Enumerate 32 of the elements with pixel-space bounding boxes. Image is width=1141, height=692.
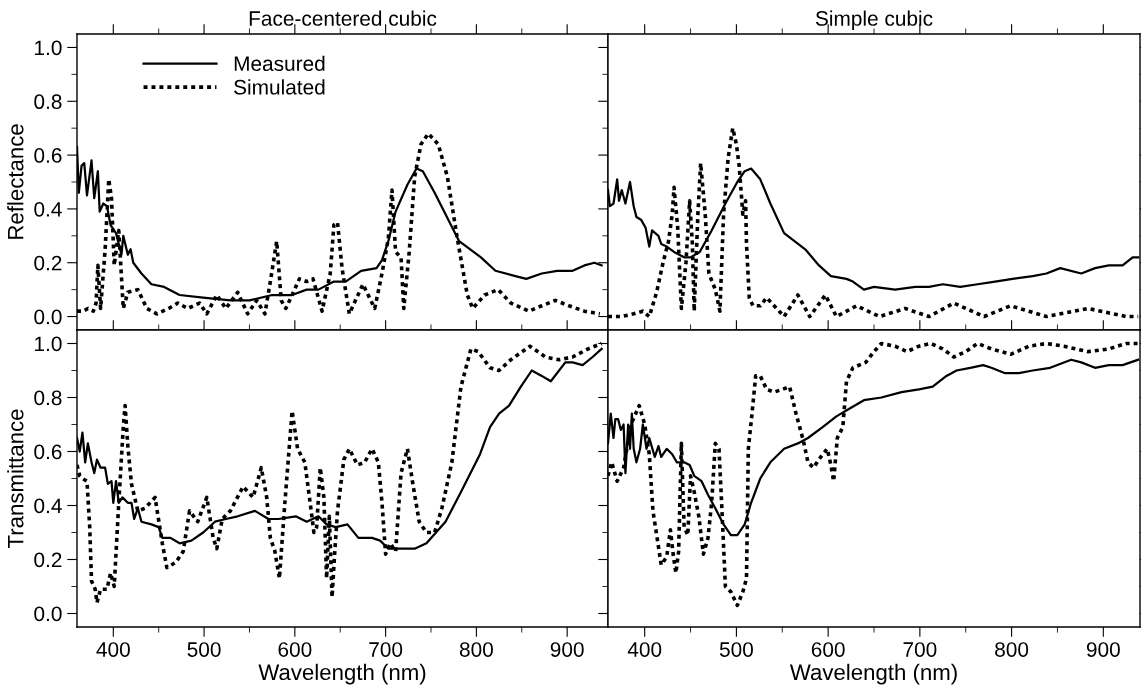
x-tick-label: 700 bbox=[903, 642, 937, 657]
y-tick-label: 0.8 bbox=[34, 94, 62, 110]
x-axis-title: Wavelength (nm) bbox=[258, 663, 426, 685]
x-tick-label: 400 bbox=[96, 642, 130, 657]
y-tick-label: 0.4 bbox=[34, 498, 62, 514]
y-axis-title: Transmittance bbox=[7, 409, 24, 548]
y-tick-label: 0.4 bbox=[34, 201, 62, 217]
x-tick-label: 700 bbox=[369, 642, 403, 657]
x-tick-label: 500 bbox=[719, 642, 753, 657]
chart-title: Simple cubic bbox=[815, 10, 933, 30]
y-tick-label: 1.0 bbox=[35, 40, 62, 56]
y-tick-label: 0.6 bbox=[34, 444, 62, 460]
x-tick-label: 800 bbox=[995, 642, 1029, 657]
x-tick-label: 900 bbox=[1086, 642, 1120, 657]
y-tick-label: 0.6 bbox=[34, 148, 62, 163]
x-axis-title: Wavelength (nm) bbox=[789, 663, 957, 685]
y-tick-label: 0.8 bbox=[34, 390, 62, 406]
y-tick-label: 1.0 bbox=[35, 336, 62, 352]
y-tick-label: 0.2 bbox=[34, 552, 62, 568]
x-tick-label: 800 bbox=[459, 642, 493, 657]
legend-label: Simulated bbox=[234, 79, 325, 95]
x-tick-label: 500 bbox=[187, 642, 221, 657]
x-tick-label: 400 bbox=[627, 642, 662, 657]
x-tick-label: 600 bbox=[811, 642, 845, 657]
y-axis-title: Reflectance bbox=[7, 124, 24, 239]
y-tick-label: 0.2 bbox=[34, 255, 62, 271]
y-tick-label: 0.0 bbox=[34, 606, 62, 622]
legend-label: Measured bbox=[234, 55, 325, 72]
x-tick-label: 600 bbox=[278, 642, 312, 657]
chart-title: Face-centered cubic bbox=[249, 10, 437, 26]
x-tick-label: 900 bbox=[550, 642, 584, 657]
y-tick-label: 0.0 bbox=[34, 309, 62, 325]
